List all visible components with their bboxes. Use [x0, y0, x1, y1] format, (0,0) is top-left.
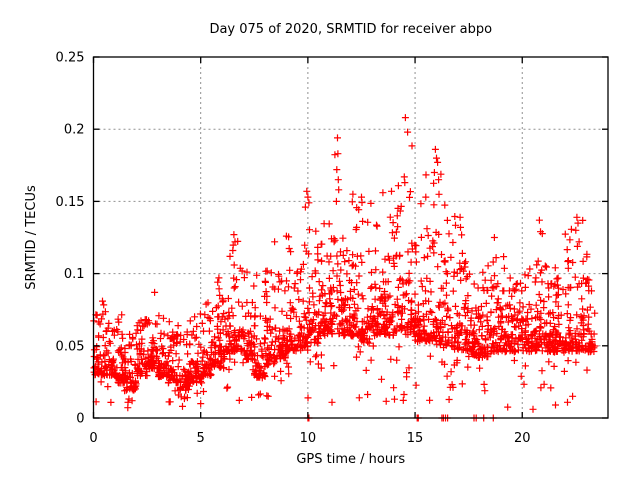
- x-tick-label: 0: [89, 431, 97, 446]
- y-tick-label: 0.2: [64, 123, 85, 138]
- y-tick-label: 0.15: [56, 195, 85, 210]
- y-tick-label: 0: [76, 412, 84, 427]
- data-points: [90, 114, 599, 422]
- y-tick-label: 0.05: [56, 339, 85, 354]
- grid-lines: [93, 57, 608, 418]
- x-tick-label: 20: [514, 431, 531, 446]
- tick-labels: 0 5 10 15 20 0 0.05 0.1 0.15 0.2 0.25: [56, 51, 531, 447]
- y-tick-label: 0.25: [56, 51, 85, 66]
- y-tick-label: 0.1: [64, 267, 85, 282]
- x-axis-title: GPS time / hours: [296, 452, 405, 467]
- plot-frame: [92, 56, 609, 419]
- chart-title: Day 075 of 2020, SRMTID for receiver abp…: [209, 22, 492, 37]
- x-tick-label: 5: [197, 431, 205, 446]
- x-tick-label: 10: [300, 431, 317, 446]
- y-axis-title: SRMTID / TECUs: [24, 185, 39, 290]
- x-tick-label: 15: [407, 431, 424, 446]
